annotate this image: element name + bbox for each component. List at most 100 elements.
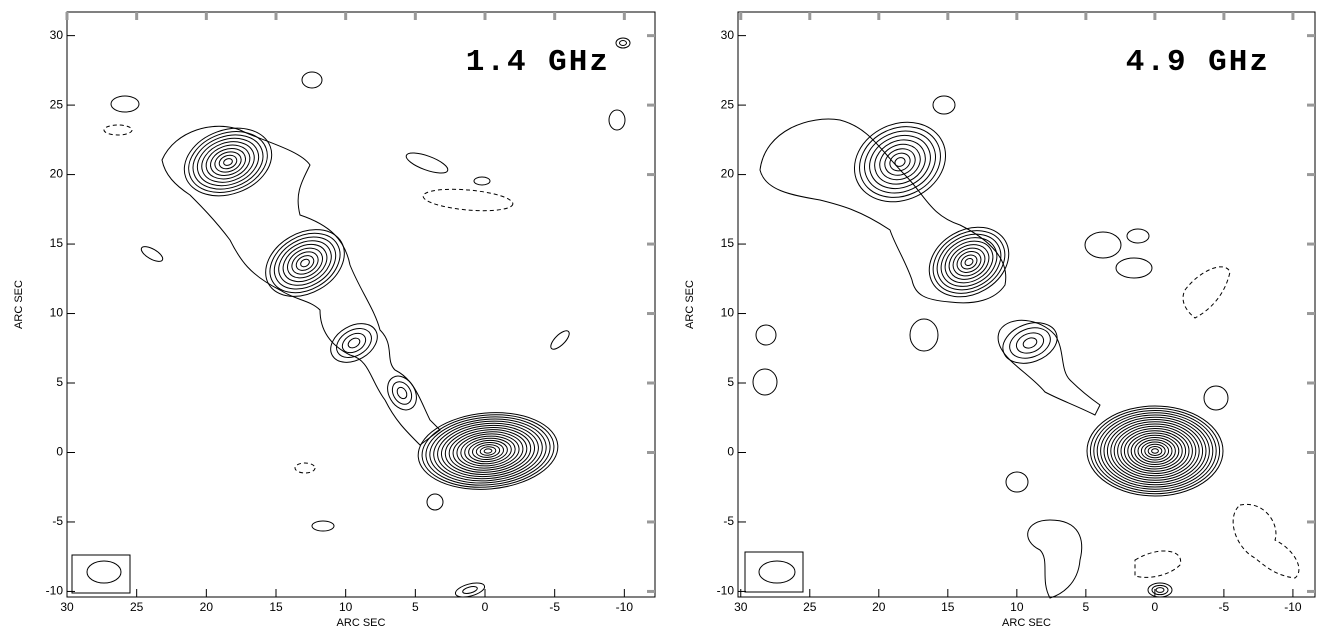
x-tick-label: 30 — [734, 600, 748, 614]
frequency-label: 1.4 GHz — [466, 45, 610, 80]
contour — [932, 228, 1005, 296]
x-tick-label: 20 — [200, 600, 214, 614]
contour — [854, 120, 945, 204]
x-tick-label: 0 — [1152, 600, 1159, 614]
contour — [848, 114, 952, 211]
contour — [1138, 440, 1172, 463]
x-tick-label: -5 — [549, 600, 560, 614]
contour — [1148, 447, 1162, 456]
contour — [1128, 433, 1182, 469]
contour — [1114, 424, 1196, 478]
figure: 30 25 20 15 10 5 0 -5 -10 -10 -5 0 5 10 15 20 25 30 ARC SE… — [0, 0, 1317, 636]
y-tick-label: 15 — [721, 236, 735, 250]
y-tick-label: 0 — [727, 445, 734, 459]
contour — [548, 328, 572, 352]
contour — [1022, 336, 1038, 350]
contour — [339, 329, 369, 356]
frequency-label: 4.9 GHz — [1126, 45, 1270, 80]
contour — [207, 144, 250, 180]
x-tick-label: 30 — [60, 600, 74, 614]
contour — [1152, 449, 1159, 454]
contour — [1094, 411, 1216, 492]
contour — [415, 407, 561, 495]
contour — [927, 223, 1011, 301]
contour — [1085, 232, 1121, 258]
contour — [474, 177, 490, 185]
x-tick-label: 5 — [1083, 600, 1090, 614]
contour — [212, 148, 244, 175]
noise-contours — [104, 72, 1299, 598]
contour — [201, 139, 254, 184]
y-tick-label: 15 — [50, 236, 64, 250]
x-tick-label: 5 — [412, 600, 419, 614]
contour — [282, 242, 328, 284]
contour — [299, 258, 310, 268]
contour — [312, 521, 334, 531]
x-tick-label: 25 — [130, 600, 144, 614]
contour — [451, 429, 524, 473]
x-tick-label: -10 — [616, 600, 634, 614]
beam-box — [745, 552, 803, 592]
x-axis-label: ARC SEC — [337, 617, 386, 629]
contour — [910, 319, 938, 351]
contour — [1028, 520, 1082, 598]
contour — [861, 126, 939, 198]
contour — [382, 371, 423, 415]
contour — [419, 409, 557, 492]
contour — [933, 96, 955, 114]
contour — [395, 386, 409, 401]
contour — [111, 96, 139, 112]
contour — [1233, 504, 1299, 578]
contour — [620, 41, 627, 46]
y-tick-label: 25 — [721, 97, 735, 111]
y-tick-label: -5 — [52, 514, 63, 528]
contour — [1183, 267, 1230, 318]
contour — [1104, 417, 1206, 485]
y-tick-label: -10 — [717, 584, 735, 598]
x-axis-label: ARC SEC — [1002, 617, 1051, 629]
y-tick-label: 5 — [727, 375, 734, 389]
y-tick-label: 30 — [721, 28, 735, 42]
contour — [346, 336, 361, 350]
y-tick-label: 20 — [721, 167, 735, 181]
contour — [880, 144, 919, 180]
x-tick-label: 20 — [872, 600, 886, 614]
contour — [180, 121, 276, 203]
contour — [294, 253, 317, 274]
x-tick-label: 10 — [339, 600, 353, 614]
contour — [953, 247, 984, 276]
y-tick-label: 10 — [50, 306, 64, 320]
y-axis-label: ARC SEC — [684, 280, 696, 329]
contour — [1204, 386, 1228, 410]
contour — [1090, 408, 1219, 494]
contour — [254, 216, 357, 310]
y-tick-label: -5 — [723, 514, 734, 528]
contour — [609, 110, 625, 130]
x-tick-label: 15 — [269, 600, 283, 614]
contour — [938, 233, 1001, 291]
contour — [1135, 551, 1181, 577]
contour — [104, 125, 132, 135]
contour — [331, 323, 376, 364]
contour — [175, 117, 281, 208]
contour — [484, 449, 492, 454]
y-axis-label: ARC SEC — [13, 280, 25, 329]
beam — [87, 561, 121, 583]
contour — [288, 247, 322, 278]
contour — [893, 156, 906, 168]
contour — [1156, 588, 1164, 593]
contour — [1124, 431, 1185, 472]
y-tick-label: 25 — [50, 97, 64, 111]
y-tick-label: 10 — [721, 306, 735, 320]
beam-boxes — [72, 552, 803, 593]
contour — [616, 38, 630, 48]
contour — [139, 244, 165, 265]
contour — [964, 257, 974, 267]
contour — [841, 108, 958, 217]
x-tick-label: -10 — [1284, 600, 1302, 614]
y-tick-label: 5 — [56, 375, 63, 389]
x-tick-label: 15 — [941, 600, 955, 614]
contour — [422, 186, 513, 214]
contour — [1116, 258, 1152, 278]
